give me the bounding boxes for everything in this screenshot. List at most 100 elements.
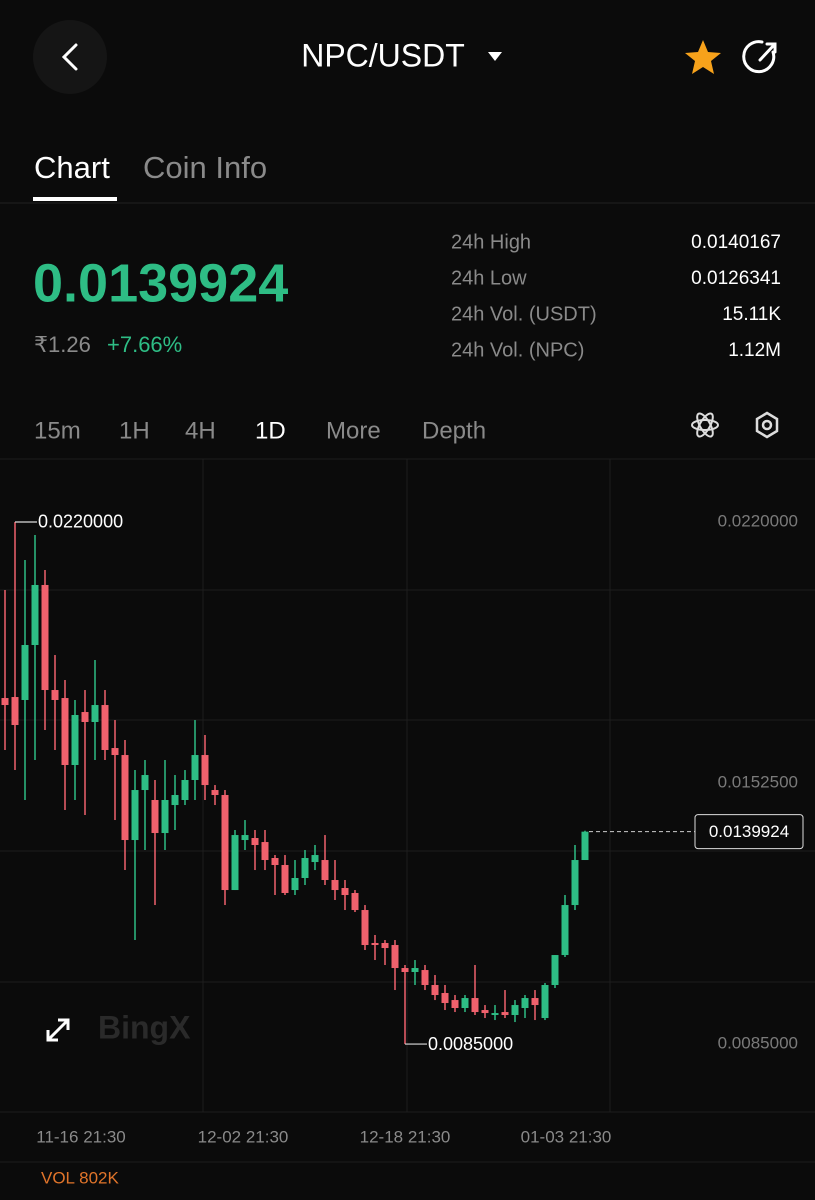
- stat-value: 0.0140167: [691, 232, 781, 253]
- candle-body: [321, 860, 329, 881]
- tab-underline: [33, 197, 117, 201]
- candle-body: [1, 698, 9, 706]
- candle-body: [391, 945, 399, 969]
- price-change: +7.66%: [107, 332, 182, 357]
- x-tick-label: 12-02 21:30: [198, 1127, 289, 1146]
- annotation-label: 0.0220000: [38, 512, 123, 532]
- candle-body: [481, 1010, 489, 1014]
- candle-body: [21, 645, 29, 700]
- chart-frame: [0, 458, 815, 1163]
- candle-body: [541, 985, 549, 1019]
- candle-body: [521, 998, 529, 1009]
- candle-body: [431, 985, 439, 996]
- candle-body: [151, 799, 159, 834]
- candle-body: [571, 860, 579, 906]
- share-arrow: [758, 42, 777, 62]
- candle-body: [581, 831, 589, 861]
- expand-arrows: [46, 1018, 70, 1042]
- candle-body: [461, 998, 469, 1009]
- pair-title[interactable]: NPC/USDT: [301, 37, 465, 73]
- candle-body: [561, 905, 569, 956]
- depth-tab[interactable]: Depth: [422, 417, 486, 444]
- stat-label: 24h Vol. (NPC): [451, 339, 584, 361]
- candle-body: [261, 842, 269, 861]
- share-icon[interactable]: [742, 40, 777, 74]
- candle-body: [371, 943, 379, 946]
- orbit: [691, 419, 719, 431]
- settings-icon[interactable]: [755, 411, 779, 439]
- candle-body: [401, 968, 409, 973]
- indicator-icon[interactable]: [691, 411, 719, 439]
- candle-body: [271, 858, 279, 866]
- last-price-label: 0.0139924: [709, 822, 789, 841]
- candle-body: [351, 893, 359, 911]
- candle-body: [531, 998, 539, 1006]
- candle-body: [421, 970, 429, 986]
- candle-body: [451, 1000, 459, 1009]
- candle-body: [241, 835, 249, 841]
- candle-body: [101, 705, 109, 750]
- candle-body: [41, 584, 49, 691]
- candle-body: [441, 993, 449, 1004]
- y-tick-label: 0.0152500: [718, 773, 798, 792]
- fullscreen-icon[interactable]: [46, 1018, 70, 1042]
- candle-body: [311, 855, 319, 863]
- candle-body: [191, 755, 199, 781]
- last-price-box: [694, 814, 804, 850]
- candle-body: [201, 755, 209, 786]
- timeframe[interactable]: More: [326, 417, 381, 444]
- candle-body: [161, 799, 169, 834]
- y-tick-label: 0.0085000: [718, 1034, 798, 1053]
- watermark: BingX: [98, 1009, 191, 1045]
- timeframe[interactable]: 15m: [34, 417, 81, 444]
- candle-body: [81, 712, 89, 722]
- candle-body: [341, 888, 349, 896]
- last-price: 0.0139924: [33, 253, 288, 313]
- candle-body: [331, 880, 339, 891]
- candle-body: [131, 790, 139, 841]
- candle-body: [511, 1005, 519, 1016]
- candle-body: [31, 584, 39, 646]
- annotation-label: 0.0085000: [428, 1034, 513, 1054]
- x-tick-label: 11-16 21:30: [36, 1127, 125, 1146]
- candle-body: [71, 714, 79, 766]
- candle-body: [181, 780, 189, 800]
- candle-body: [551, 955, 559, 986]
- timeframe-active[interactable]: 1D: [255, 417, 286, 444]
- orbit: [696, 412, 714, 438]
- share-arc: [742, 40, 776, 74]
- candle-body: [411, 968, 419, 973]
- timeframe[interactable]: 1H: [119, 417, 150, 444]
- tab-chart[interactable]: Chart: [34, 150, 110, 185]
- candle-body: [251, 838, 259, 846]
- fiat-price: ₹1.26: [34, 332, 91, 357]
- candle-body: [381, 943, 389, 949]
- x-tick-label: 01-03 21:30: [521, 1127, 612, 1146]
- candle-body: [291, 877, 299, 891]
- x-tick-label: 12-18 21:30: [360, 1127, 451, 1146]
- timeframe[interactable]: 4H: [185, 417, 216, 444]
- candle-body: [51, 690, 59, 700]
- candle-body: [221, 795, 229, 891]
- volume-label: VOL 802K: [41, 1168, 119, 1187]
- candle-body: [361, 910, 369, 946]
- candle-body: [281, 865, 289, 894]
- pair-dropdown[interactable]: [488, 52, 502, 61]
- candle-body: [501, 1012, 509, 1016]
- hexagon: [755, 411, 779, 439]
- candle-body: [301, 858, 309, 878]
- y-tick-label: 0.0220000: [718, 511, 798, 530]
- back-chevron: [61, 43, 78, 71]
- candle-body: [11, 697, 19, 726]
- candle-body: [171, 795, 179, 806]
- stat-value: 0.0126341: [691, 268, 781, 289]
- candle-body: [91, 705, 99, 722]
- stat-label: 24h Low: [451, 267, 527, 289]
- favorite-star[interactable]: [685, 40, 721, 74]
- tab-coin-info[interactable]: Coin Info: [143, 150, 267, 185]
- back-button[interactable]: [33, 20, 107, 94]
- hex-center: [761, 419, 773, 431]
- candle-body: [231, 835, 239, 891]
